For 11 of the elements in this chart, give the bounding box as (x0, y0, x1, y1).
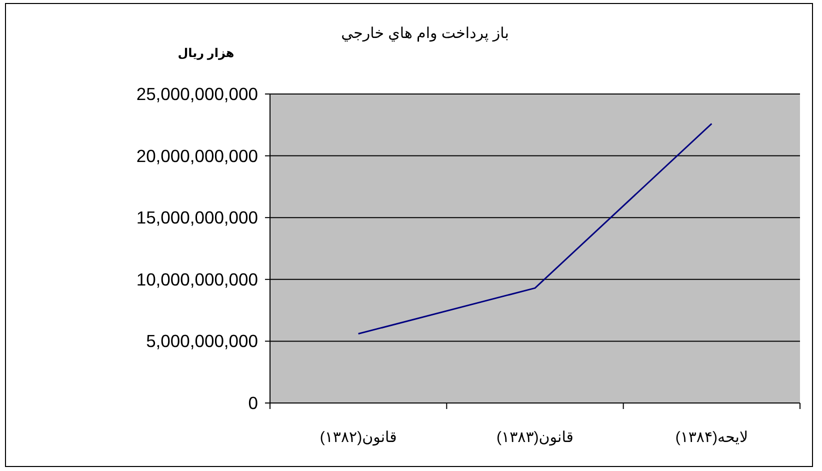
x-tick-label: قانون(۱۳۸۲) (320, 429, 397, 446)
y-tick-label: 5,000,000,000 (146, 331, 258, 352)
y-axis-title: هزار ريال (178, 46, 234, 60)
y-tick-label: 10,000,000,000 (136, 269, 258, 290)
y-tick-label: 15,000,000,000 (136, 208, 258, 228)
y-tick-label: 25,000,000,000 (136, 84, 258, 104)
x-tick-label: قانون(۱۳۸۳) (496, 429, 574, 446)
y-tick-label: 20,000,000,000 (136, 146, 258, 166)
chart-title: باز پرداخت وام هاي خارجي (341, 25, 509, 42)
y-tick-label: 0 (248, 393, 258, 413)
x-tick-label: لايحه(۱۳۸۴) (675, 429, 748, 446)
